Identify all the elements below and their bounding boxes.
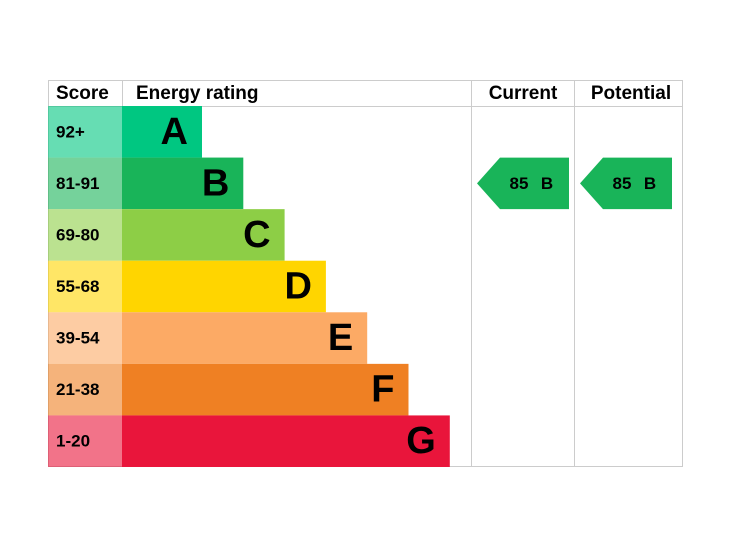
score-range: 55-68 <box>56 277 99 296</box>
rating-bar <box>122 209 285 261</box>
potential-score: 85 <box>613 174 632 193</box>
rating-bar <box>122 106 202 158</box>
header-score: Score <box>56 83 109 104</box>
score-range: 1-20 <box>56 432 90 451</box>
score-range: 92+ <box>56 122 85 141</box>
rating-letter: C <box>243 214 270 256</box>
score-cell <box>48 312 122 364</box>
score-range: 81-91 <box>56 174 99 193</box>
score-range: 21-38 <box>56 380 99 399</box>
rating-bar <box>122 157 244 210</box>
score-cell <box>48 415 122 467</box>
rating-letter: B <box>202 162 229 204</box>
header-current: Current <box>489 83 558 104</box>
score-cell <box>48 260 122 313</box>
rating-letter: A <box>161 111 188 153</box>
current-score: 85 <box>510 174 529 193</box>
header-potential: Potential <box>591 83 671 104</box>
score-cell <box>48 106 122 158</box>
rating-letter: D <box>284 266 311 308</box>
score-cell <box>48 157 122 210</box>
potential-band: B <box>644 174 656 193</box>
score-cell <box>48 363 122 416</box>
current-arrow <box>477 157 569 210</box>
current-band: B <box>541 174 553 193</box>
rating-bar <box>122 312 368 364</box>
rating-bar <box>122 363 409 416</box>
score-range: 39-54 <box>56 329 100 348</box>
potential-arrow <box>580 157 672 210</box>
rating-letter: G <box>406 420 436 462</box>
score-range: 69-80 <box>56 225 99 244</box>
rating-bar <box>122 415 450 467</box>
rating-bar <box>122 260 326 313</box>
rating-letter: F <box>371 369 394 411</box>
header-rating: Energy rating <box>136 83 258 104</box>
rating-letter: E <box>328 317 353 359</box>
score-cell <box>48 209 122 261</box>
